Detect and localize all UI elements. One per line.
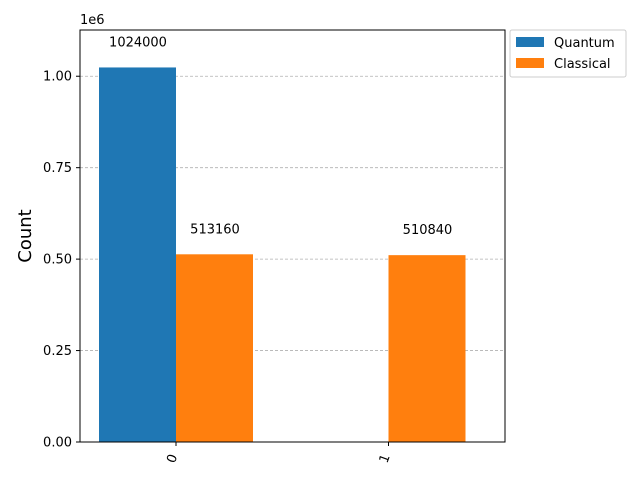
y-axis-ticks: 0.00 0.25 0.50 0.75 1.00 <box>43 70 80 451</box>
y-tick-label: 0.00 <box>43 436 72 451</box>
x-tick-label: 1 <box>377 452 394 465</box>
legend-swatch <box>516 58 544 68</box>
value-labels: 1024000 513160 510840 <box>109 35 452 238</box>
bar-classical-0 <box>176 254 253 442</box>
y-axis-label: Count <box>15 209 36 262</box>
bars <box>99 67 466 443</box>
bar-value-label: 510840 <box>403 223 453 238</box>
y-offset-text: 1e6 <box>80 13 105 28</box>
y-tick-label: 0.50 <box>43 253 72 268</box>
legend-label: Quantum <box>554 36 615 51</box>
bar-value-label: 513160 <box>190 222 240 237</box>
bar-value-label: 1024000 <box>109 35 167 50</box>
bar-quantum-0 <box>99 67 176 443</box>
y-tick-label: 1.00 <box>43 70 72 85</box>
y-tick-label: 0.25 <box>43 344 72 359</box>
legend-swatch <box>516 37 544 47</box>
legend: Quantum Classical <box>509 29 627 78</box>
y-tick-label: 0.75 <box>43 161 72 176</box>
bar-classical-1 <box>388 255 466 442</box>
plot-frame <box>79 29 506 443</box>
x-tick-label: 0 <box>164 452 181 465</box>
legend-label: Classical <box>554 57 611 72</box>
